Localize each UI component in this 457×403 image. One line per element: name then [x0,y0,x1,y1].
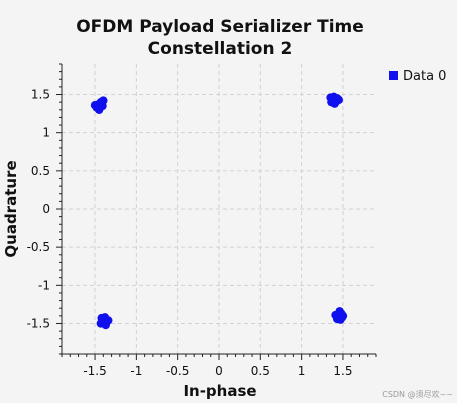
legend[interactable]: Data 0 [389,69,446,84]
x-tick-label: -0.5 [166,364,189,378]
y-tick-label: -1 [38,278,50,292]
y-tick-label: 0.5 [31,164,50,178]
y-tick-label: 1 [42,126,50,140]
chart-title-line2: Constellation 2 [148,39,293,59]
data-point [338,313,346,321]
x-tick-label: -1.5 [83,364,106,378]
y-tick-label: -0.5 [27,240,50,254]
watermark-text: CSDN @须尽欢~~ [382,389,453,400]
x-tick-label: -1 [130,364,142,378]
y-tick-label: 1.5 [31,88,50,102]
y-tick-label: 0 [42,202,50,216]
x-tick-label: 1.5 [333,364,352,378]
data-point [97,314,105,322]
y-axis-label: Quadrature [2,160,20,257]
data-point [96,103,104,111]
legend-label-data-0: Data 0 [403,69,446,84]
x-tick-label: 0.5 [251,364,270,378]
x-tick-label: 0 [215,364,223,378]
x-axis-label: In-phase [183,382,256,400]
data-point [333,94,341,102]
chart-title-line1: OFDM Payload Serializer Time [76,17,364,37]
legend-swatch-data-0 [389,71,398,80]
x-tick-label: 1 [298,364,306,378]
y-tick-label: -1.5 [27,316,50,330]
